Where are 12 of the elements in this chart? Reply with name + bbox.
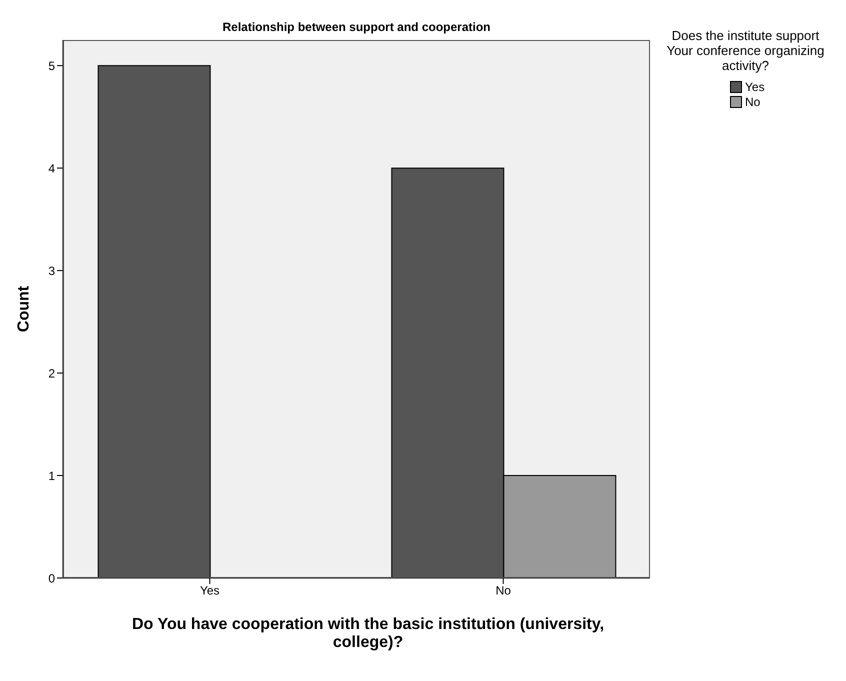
x-axis-title: Do You have cooperation with the basic institution (university, college)? bbox=[130, 616, 606, 652]
y-tick-label: 1 bbox=[48, 468, 56, 483]
y-axis-title: Count bbox=[16, 285, 33, 332]
legend-title: Does the institute support Your conference organizing activity? bbox=[666, 28, 826, 73]
legend-label: Yes bbox=[745, 80, 765, 94]
y-tick-label: 4 bbox=[48, 161, 56, 176]
y-tick-label: 3 bbox=[48, 264, 56, 278]
y-tick-label: 0 bbox=[48, 571, 56, 586]
y-tick-label: 5 bbox=[48, 58, 56, 73]
y-tick-label: 2 bbox=[48, 366, 56, 380]
legend-label: No bbox=[745, 94, 760, 108]
chart-title: Relationship between support and cooperation bbox=[221, 20, 492, 34]
